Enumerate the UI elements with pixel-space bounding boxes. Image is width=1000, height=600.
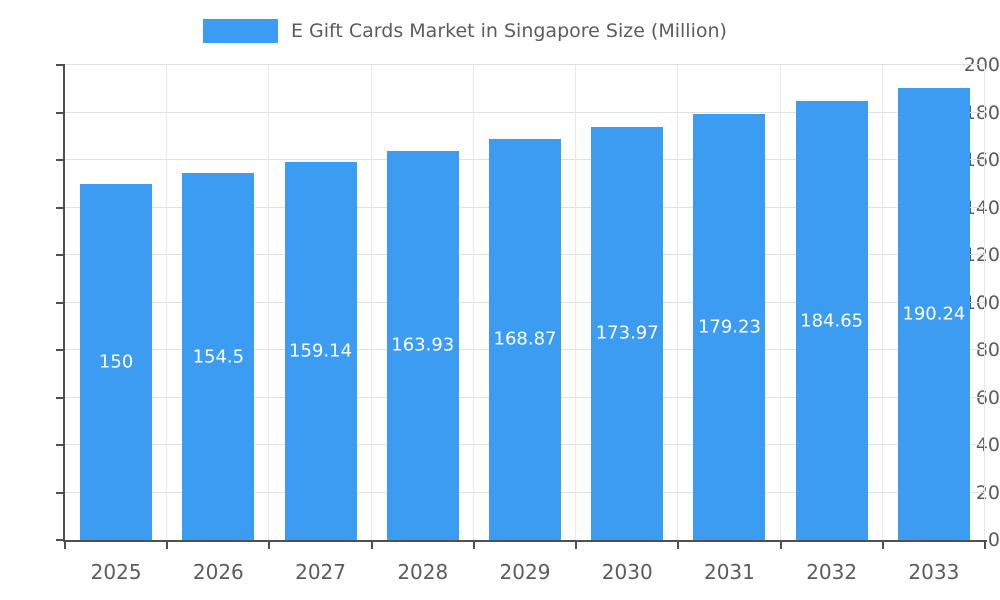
- bar-2031[interactable]: 179.23: [693, 114, 766, 540]
- x-tick-label-2027: 2027: [295, 560, 346, 584]
- gridline-vertical: [472, 65, 474, 540]
- gridline-vertical: [881, 65, 883, 540]
- gridline-vertical: [575, 65, 577, 540]
- y-tick-label: 40: [975, 434, 1000, 456]
- y-tick-label: 100: [963, 291, 1000, 314]
- y-tick-mark: [56, 349, 63, 351]
- y-tick-label: 0: [987, 529, 1000, 551]
- bar-2025[interactable]: 150: [80, 183, 153, 540]
- y-tick-label: 180: [963, 101, 1000, 124]
- y-tick-label: 160: [963, 149, 1000, 171]
- gridline-vertical: [268, 65, 270, 540]
- bar-2032[interactable]: 184.65: [795, 101, 868, 540]
- gridline-vertical: [370, 65, 372, 540]
- x-tick-label-2025: 2025: [90, 560, 142, 584]
- gridline-vertical: [984, 65, 985, 540]
- bar-value-label: 179.23: [697, 316, 761, 338]
- y-tick-mark: [56, 254, 63, 256]
- y-tick-label: 80: [975, 339, 1000, 361]
- x-tick-label-2033: 2033: [908, 560, 960, 584]
- y-tick-mark: [56, 396, 63, 399]
- y-tick-mark: [56, 111, 63, 114]
- y-tick-mark: [56, 64, 63, 66]
- x-tick-mark: [984, 542, 986, 549]
- x-tick-mark: [166, 542, 169, 549]
- x-tick-label-2031: 2031: [703, 560, 755, 584]
- chart-legend[interactable]: E Gift Cards Market in Singapore Size (M…: [203, 19, 727, 43]
- y-tick-label: 140: [963, 196, 1000, 219]
- x-tick-label-2032: 2032: [806, 560, 858, 584]
- bar-2029[interactable]: 168.87: [489, 138, 561, 540]
- y-tick-label: 120: [963, 244, 1000, 266]
- y-tick-label: 60: [975, 386, 1000, 409]
- bar-value-label: 184.65: [800, 310, 864, 332]
- x-tick-mark: [370, 542, 373, 549]
- bar-2027[interactable]: 159.14: [284, 162, 357, 540]
- x-tick-mark: [472, 542, 475, 549]
- x-tick-mark: [575, 542, 578, 549]
- gridline-vertical: [677, 65, 679, 540]
- bar-value-label: 173.97: [595, 322, 659, 344]
- bar-value-label: 190.24: [902, 303, 966, 325]
- y-axis-line: [63, 64, 65, 542]
- x-tick-mark: [677, 542, 680, 549]
- y-tick-mark: [56, 159, 63, 161]
- x-tick-label-2028: 2028: [397, 560, 449, 584]
- bar-value-label: 150: [98, 351, 134, 373]
- bar-value-label: 159.14: [289, 340, 353, 362]
- y-tick-mark: [56, 444, 63, 446]
- gridline-horizontal: [65, 111, 985, 113]
- x-tick-mark: [268, 542, 271, 549]
- x-axis-line: [63, 540, 987, 542]
- chart-title: E Gift Cards Market in Singapore Size (M…: [291, 20, 727, 42]
- x-tick-mark: [64, 542, 66, 549]
- x-tick-label-2026: 2026: [192, 560, 244, 584]
- bar-2033[interactable]: 190.24: [897, 88, 970, 540]
- x-tick-label-2029: 2029: [499, 560, 551, 584]
- y-tick-mark: [56, 539, 63, 541]
- bar-value-label: 168.87: [493, 328, 557, 350]
- bar-2028[interactable]: 163.93: [386, 150, 459, 540]
- x-tick-mark: [881, 542, 884, 549]
- gridline-vertical: [779, 65, 781, 540]
- bar-2026[interactable]: 154.5: [182, 173, 255, 540]
- y-tick-label: 200: [963, 54, 1000, 76]
- y-tick-mark: [56, 301, 63, 304]
- bar-value-label: 163.93: [391, 334, 455, 356]
- bar-value-label: 154.5: [192, 346, 245, 368]
- y-tick-mark: [56, 206, 63, 209]
- x-tick-label-2030: 2030: [601, 560, 653, 584]
- y-tick-label: 20: [975, 481, 1000, 504]
- bar-2030[interactable]: 173.97: [591, 126, 664, 540]
- y-tick-mark: [56, 491, 63, 494]
- plot-area: 150 154.5 159.14 163.93 168.87 173.97 179.23 18…: [65, 64, 985, 540]
- gridline-horizontal: [65, 64, 985, 65]
- x-tick-mark: [779, 542, 782, 549]
- gridline-vertical: [166, 65, 168, 540]
- legend-swatch: [203, 19, 278, 43]
